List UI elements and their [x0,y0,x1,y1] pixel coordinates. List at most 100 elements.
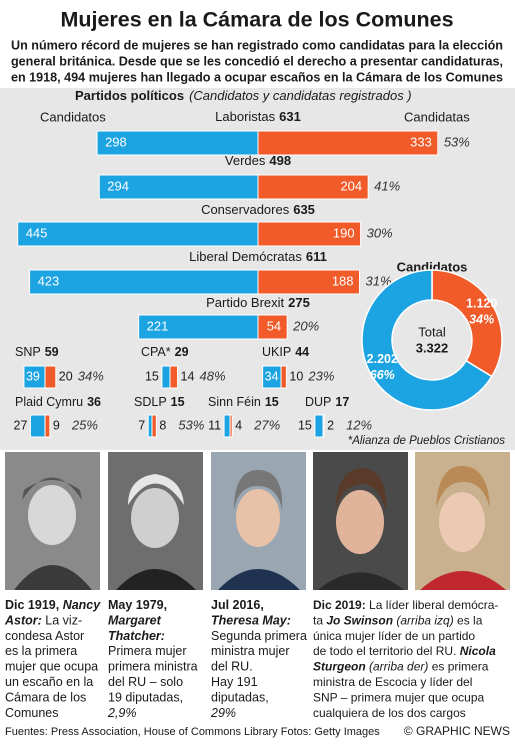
caption-text: un escaño en la [5,675,93,689]
share-label: 30% [367,225,393,240]
total-label: Total [418,324,446,339]
caption-text: Astor: [4,614,42,628]
party-name: CPA* [141,345,171,359]
caption-text: 19 diputadas, [108,691,183,705]
bar-female [229,414,233,438]
value-label: 10 [289,369,303,383]
caption-line: Margaret [108,614,162,628]
value-label: 8 [159,418,166,432]
caption-line: ministra mujer [211,644,290,658]
caption-text: Segunda primera [211,629,307,643]
caption-line: es la primera [5,644,77,658]
caption-text: es la [454,614,483,628]
caption-line: primera ministra [108,660,198,674]
value-label: 54 [267,318,281,333]
value-label: 445 [26,225,48,240]
party-total: 611 [306,249,327,264]
bar-female [257,174,369,200]
party-name: Partido Brexit [206,295,284,310]
credit: © GRAPHIC NEWS [404,724,510,738]
value-label: 7 [138,418,145,432]
party-label: Verdes 498 [225,153,291,168]
share-label: 41% [374,178,400,193]
caption-text: 2,9% [107,706,137,720]
share-label: 12% [346,417,372,432]
caption-text: Cámara de los [5,691,86,705]
bar-male [161,365,171,389]
value-label: 423 [38,273,60,288]
caption-text: (arriba izq) [393,614,454,628]
bar-male [147,414,153,438]
party-label: DUP 17 [305,395,349,409]
value-label: 4 [235,418,242,432]
party-total: 15 [265,395,279,409]
footnote: *Alianza de Pueblos Cristianos [348,435,506,447]
party-total: 59 [45,345,59,359]
party-total: 29 [175,345,189,359]
party-total: 36 [87,395,101,409]
subtitle: en 1918, 494 mujeres han llegado a ocupa… [11,70,503,84]
party-total: 275 [288,295,310,310]
donut-title: Candidatos [397,259,468,274]
bar-female [257,221,362,247]
caption-text: La viz- [42,614,82,628]
caption-line: Hay 191 [211,675,258,689]
party-total: 15 [171,395,185,409]
right-label: Candidatas [404,109,470,124]
value-label: 14 [181,369,195,383]
value-label: 1.120 [466,296,497,310]
caption-line: SNP – primera mujer que ocupa [313,691,485,705]
value-label: 190 [333,225,355,240]
caption-line: ta Jo Swinson (arriba izq) es la [313,614,483,628]
photo [108,452,203,590]
party-name: Sinn Féin [208,395,261,409]
party-total: 631 [279,109,301,124]
party-total: 17 [335,395,349,409]
donut-segment [361,269,493,411]
caption-text: Hay 191 [211,675,258,689]
caption-line: Dic 2019: La líder liberal demócra- [313,598,498,612]
bar-female [280,365,287,389]
value-label: 333 [410,134,432,149]
caption-line: ministra de Escocia y líder del [313,675,472,689]
share-label: 53% [444,134,470,149]
party-name: Verdes [225,153,266,168]
photo [313,452,408,590]
caption-text: Comunes [5,706,59,720]
caption-text: Sturgeon [313,660,366,674]
chart-title: Partidos políticos (Candidatos y candidat… [75,88,412,103]
caption-line: 19 diputadas, [108,691,183,705]
caption-line: del RU – solo [108,675,183,689]
caption-text: Nancy [63,598,102,612]
bar-female [257,314,288,340]
party-name: SDLP [134,395,167,409]
caption-text: ministra mujer [211,644,290,658]
caption-line: Thatcher: [108,629,165,643]
value-label: 294 [107,178,129,193]
share-label: 66% [370,368,395,382]
photo [5,452,100,590]
party-name: SNP [15,345,41,359]
value-label: 221 [147,318,169,333]
party-total: 44 [295,345,309,359]
party-total: 635 [293,202,315,217]
caption-line: diputadas, [211,691,269,705]
caption-line: Comunes [5,706,59,720]
share-label: 53% [178,417,204,432]
value-label: 188 [332,273,354,288]
photo [211,452,306,590]
value-label: 11 [208,418,221,432]
caption-text: Dic 1919, [5,598,63,612]
caption-text: condesa Astor [5,629,84,643]
party-label: CPA* 29 [141,345,189,359]
value-label: 34 [265,369,279,383]
bar-female [257,269,361,295]
party-total: 498 [269,153,291,168]
share-label: 34% [78,368,104,383]
bar-male [29,414,46,438]
caption-line: de todo el territorio del RU. Nicola [313,644,496,658]
caption-line: Segunda primera [211,629,307,643]
caption-line: 29% [210,706,236,720]
chart-subtitle: (Candidatos y candidatas registrados ) [189,88,412,103]
